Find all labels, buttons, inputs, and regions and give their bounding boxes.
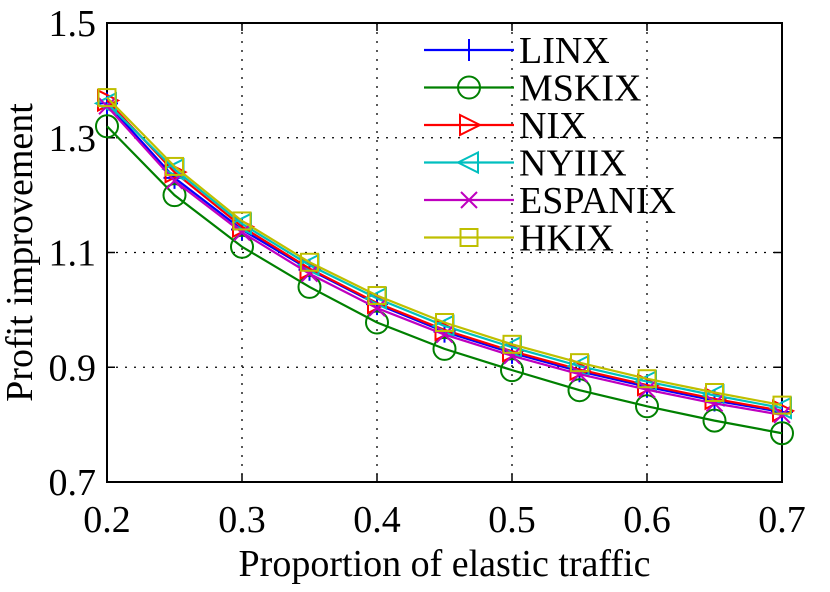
legend-label-mskix: MSKIX xyxy=(519,68,641,110)
data-point-mskix xyxy=(95,114,119,139)
x-tick-label: 0.4 xyxy=(353,499,401,541)
data-point-hkix xyxy=(232,211,252,231)
data-point-mskix xyxy=(432,336,457,361)
data-point-espanix xyxy=(368,299,386,317)
legend-item-linx: LINX xyxy=(424,30,610,72)
legend-item-mskix: MSKIX xyxy=(424,68,641,110)
series-linx xyxy=(96,92,793,424)
data-point-hkix xyxy=(165,156,184,176)
data-point-hkix xyxy=(772,395,792,415)
legend-item-nix: NIX xyxy=(424,105,587,147)
x-tick-labels: 0.2 0.3 0.4 0.5 0.6 0.7 xyxy=(83,499,806,541)
data-point-espanix xyxy=(503,347,521,365)
data-point-espanix xyxy=(773,406,791,424)
legend-label-linx: LINX xyxy=(519,30,610,72)
series-nyiix xyxy=(93,91,792,420)
data-point-mskix xyxy=(635,394,659,419)
legend-marker-linx xyxy=(458,39,480,61)
legend-item-hkix: HKIX xyxy=(424,218,614,260)
data-point-espanix xyxy=(300,265,319,283)
data-point-mskix xyxy=(770,421,794,446)
y-tick-label: 0.7 xyxy=(49,462,97,504)
legend-label-nyiix: NYIIX xyxy=(519,143,627,185)
data-point-mskix xyxy=(162,183,187,208)
y-tick-label: 0.9 xyxy=(49,347,97,389)
data-point-espanix xyxy=(570,365,589,383)
x-tick-label: 0.5 xyxy=(488,499,536,541)
data-point-mskix xyxy=(365,310,389,335)
series-line-nix xyxy=(106,99,783,412)
series-line-mskix xyxy=(106,125,783,435)
series-mskix xyxy=(95,114,794,446)
y-tick-label: 1.1 xyxy=(49,233,97,275)
data-point-hkix xyxy=(367,286,387,306)
data-point-hkix xyxy=(300,252,319,272)
legend-item-nyiix: NYIIX xyxy=(424,143,627,185)
legend-marker-nix xyxy=(459,113,483,137)
legend-marker-hkix xyxy=(459,228,479,247)
legend-label-hkix: HKIX xyxy=(519,218,614,260)
x-tick-label: 0.6 xyxy=(623,499,671,541)
data-point-hkix xyxy=(705,382,724,402)
data-point-mskix xyxy=(230,234,254,259)
x-tick-label: 0.7 xyxy=(758,499,806,541)
data-point-espanix xyxy=(705,394,724,413)
data-point-mskix xyxy=(500,358,524,383)
y-tick-labels: 0.7 0.9 1.1 1.3 1.5 xyxy=(49,3,97,504)
series-line-nyiix xyxy=(106,102,783,410)
series-layer xyxy=(93,88,796,446)
legend-label-nix: NIX xyxy=(519,105,587,147)
data-point-mskix xyxy=(702,408,727,433)
series-nix xyxy=(97,88,796,423)
series-line-espanix xyxy=(106,105,783,416)
legend-marker-nyiix xyxy=(455,150,479,175)
legend-label-espanix: ESPANIX xyxy=(519,180,676,222)
data-point-hkix xyxy=(570,353,589,373)
data-point-hkix xyxy=(435,312,454,332)
series-line-hkix xyxy=(106,96,783,407)
data-point-hkix xyxy=(502,334,522,354)
data-point-espanix xyxy=(233,223,251,242)
legend-item-espanix: ESPANIX xyxy=(424,180,676,222)
data-point-hkix xyxy=(637,369,657,389)
series-line-linx xyxy=(106,102,783,414)
series-hkix xyxy=(97,88,792,415)
data-point-mskix xyxy=(567,378,592,403)
tick-marks xyxy=(106,22,783,483)
legend-marker-mskix xyxy=(457,75,481,100)
data-point-espanix xyxy=(435,325,454,344)
data-point-espanix xyxy=(638,380,656,399)
series-espanix xyxy=(98,97,791,424)
data-point-hkix xyxy=(97,88,117,108)
x-tick-label: 0.2 xyxy=(83,499,131,541)
y-tick-label: 1.5 xyxy=(49,3,97,45)
x-axis-label: Proportion of elastic traffic xyxy=(239,543,651,585)
y-tick-label: 1.3 xyxy=(49,118,97,160)
y-axis-label: Profit improvement xyxy=(0,103,41,402)
x-tick-label: 0.3 xyxy=(218,499,266,541)
legend-marker-espanix xyxy=(460,191,478,209)
data-point-mskix xyxy=(297,274,322,299)
